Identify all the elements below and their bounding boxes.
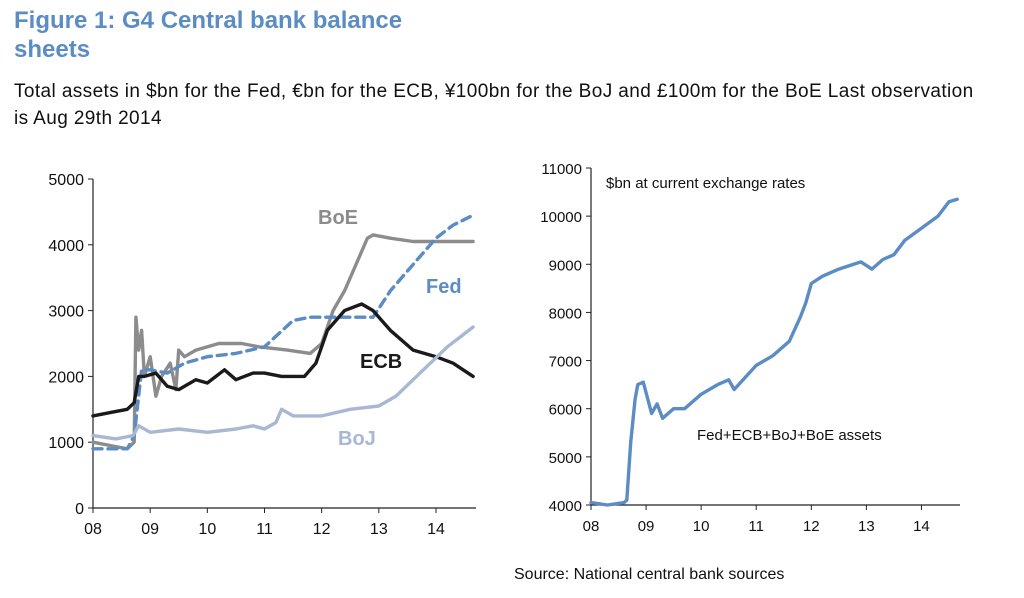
y-tick-label: 9000: [549, 257, 582, 274]
series-label-total: Fed+ECB+BoJ+BoE assets: [697, 427, 882, 444]
figure-subtitle: Total assets in $bn for the Fed, €bn for…: [14, 81, 974, 129]
series-line-boj: [91, 325, 475, 441]
series-line-ecb: [91, 302, 475, 418]
right-chart: 4000 5000 6000 7000 8000 9000 10000 11000 08 09 10…: [540, 161, 960, 535]
y-tick-label: 4000: [48, 238, 84, 255]
series-line-fed: [91, 213, 475, 451]
x-tick-label: 12: [803, 518, 820, 535]
figure-title: Figure 1: G4 Central bank balance sheets: [14, 7, 403, 63]
y-tick-label: 0: [75, 501, 84, 518]
y-tick-label: 5000: [48, 172, 84, 189]
y-tick-label: 10000: [540, 209, 582, 226]
series-label-boj: BoJ: [338, 428, 376, 450]
series-line-fed-ecb-boj-boe-assets: [589, 197, 959, 507]
x-tick-label: 08: [84, 521, 102, 538]
x-tick-label: 11: [748, 518, 764, 535]
left-chart: 0 1000 2000 3000 4000 5000 08 09 10 11 12 13 14 BoE Fe…: [48, 172, 476, 538]
x-tick-label: 09: [141, 521, 159, 538]
x-tick-label: 14: [913, 518, 930, 535]
x-tick-label: 11: [256, 521, 273, 538]
x-tick-label: 08: [583, 518, 600, 535]
y-tick-label: 4000: [549, 498, 582, 515]
y-tick-label: 7000: [549, 354, 582, 371]
x-tick-label: 13: [858, 518, 875, 535]
y-tick-label: 11000: [541, 161, 582, 178]
series-label-ecb: ECB: [360, 351, 402, 373]
series-line-boe: [91, 233, 475, 451]
source-note: Source: National central bank sources: [514, 566, 785, 583]
x-tick-label: 09: [638, 518, 655, 535]
y-tick-label: 2000: [48, 369, 84, 386]
units-note: $bn at current exchange rates: [606, 175, 805, 192]
x-tick-label: 10: [198, 521, 216, 538]
y-tick-label: 6000: [549, 402, 582, 419]
x-tick-label: 14: [427, 521, 445, 538]
series-label-boe: BoE: [318, 207, 358, 229]
x-tick-label: 13: [370, 521, 388, 538]
series-label-fed: Fed: [426, 276, 462, 298]
y-tick-label: 3000: [48, 304, 84, 321]
x-tick-label: 10: [693, 518, 710, 535]
y-tick-label: 1000: [48, 435, 84, 452]
y-tick-label: 5000: [549, 450, 582, 467]
x-tick-label: 12: [313, 521, 331, 538]
y-tick-label: 8000: [549, 305, 582, 322]
